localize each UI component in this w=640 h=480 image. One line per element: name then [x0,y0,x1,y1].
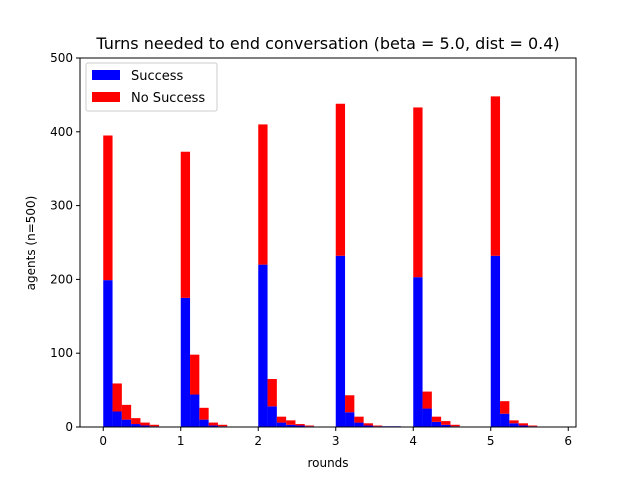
bar-no-success [295,424,305,426]
bar-no-success [304,425,315,427]
bar-no-success [131,418,141,425]
bar-success [500,413,510,427]
legend-swatch-no-success [92,92,120,102]
x-tick-label: 0 [99,434,107,448]
bar-no-success [335,103,346,256]
bar-success [190,394,200,427]
bar-no-success [217,424,228,427]
y-axis-ticks: 0 100 200 300 400 500 [50,51,80,434]
y-tick-label: 400 [50,125,73,139]
y-tick-label: 100 [50,346,73,360]
x-tick-label: 1 [177,434,185,448]
bar-success [180,297,191,427]
bar-no-success [518,423,528,426]
bar-no-success [103,135,113,281]
bar-no-success [450,424,460,427]
bar-success [295,425,305,427]
bar-success [258,264,268,427]
y-axis-label: agents (n=500) [24,196,38,291]
bar-success [131,424,141,427]
bar-no-success [422,391,432,409]
bar-success [208,425,218,427]
x-tick-label: 6 [564,434,572,448]
bar-no-success [345,395,355,413]
x-tick-label: 5 [487,434,495,448]
chart-title: Turns needed to end conversation (beta =… [95,34,559,53]
bar-success [490,255,501,427]
bar-no-success [180,151,191,298]
x-axis-ticks: 0 1 2 3 4 5 6 [99,427,572,448]
y-tick-label: 300 [50,199,73,213]
bar-no-success [413,107,423,278]
bar-no-success [431,416,442,422]
bar-no-success [490,96,501,256]
bar-no-success [354,416,364,423]
x-axis-label: rounds [307,456,348,470]
bar-no-success [199,407,209,420]
bar-no-success [121,404,132,420]
bar-success [431,421,442,427]
bar-no-success [149,424,160,427]
y-tick-label: 0 [65,420,73,434]
bar-success [509,423,519,427]
bar-no-success [509,420,519,424]
bar-success [422,408,432,427]
bar-success [286,424,296,427]
bars-group [103,96,538,427]
bar-success [121,419,132,427]
bar-no-success [500,401,510,414]
bar-success [267,406,277,427]
bar-success [363,425,373,427]
y-tick-label: 200 [50,272,73,286]
plot-frame [79,57,577,428]
y-tick-label: 500 [50,51,73,65]
bar-success [199,419,209,427]
bar-success [441,424,451,427]
bar-success [103,280,113,427]
legend-label-no-success: No Success [131,91,205,106]
legend: Success No Success [85,62,218,112]
bar-no-success [372,425,383,427]
x-tick-label: 3 [332,434,340,448]
bar-no-success [527,425,538,427]
bar-no-success [190,354,200,395]
bar-success [345,412,355,427]
x-tick-label: 2 [254,434,262,448]
bar-no-success [208,422,218,426]
bar-no-success [258,124,268,265]
bar-no-success [140,422,150,426]
legend-swatch-success [92,70,120,80]
bar-success [354,422,364,427]
bar-success [518,425,528,427]
bar-success [335,255,346,427]
bar-success [276,422,287,427]
bar-success [112,411,122,427]
bar-no-success [267,379,277,407]
x-tick-label: 4 [409,434,417,448]
legend-label-success: Success [131,69,184,84]
bar-no-success [276,416,287,423]
bar-no-success [363,423,373,426]
bar-success [413,277,423,427]
bar-success [140,425,150,427]
bar-no-success [441,421,451,425]
bar-no-success [286,420,296,425]
bar-no-success [112,383,122,412]
